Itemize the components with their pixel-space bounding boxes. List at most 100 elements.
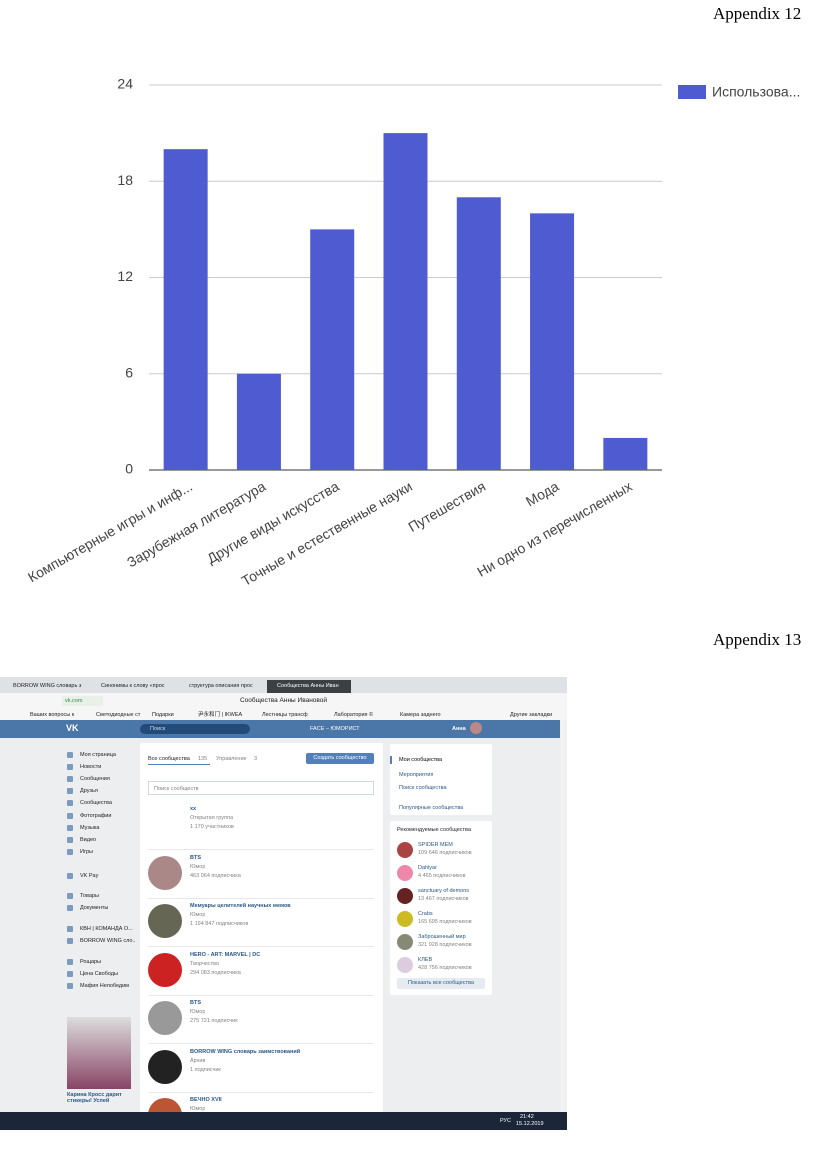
tab: Синонимы к слову «прос: [101, 683, 165, 689]
user-name: Анна: [452, 726, 466, 732]
community-members: 1 подписчик: [190, 1066, 221, 1073]
menu-item: VK Pay: [80, 873, 99, 879]
community-divider: [148, 1043, 374, 1044]
bar: [163, 149, 208, 470]
community-avatar: [148, 807, 182, 841]
search-input: Поиск сообществ: [148, 781, 374, 795]
recommended-name: Заброшенный мир: [418, 934, 466, 940]
community-divider: [148, 897, 374, 899]
tab: BORROW WING словарь з: [13, 683, 82, 689]
community-avatar: [148, 952, 182, 987]
recommended-avatar: [397, 888, 413, 904]
vk-search: Поиск: [140, 724, 250, 734]
recommended-name: Dahlyar: [418, 865, 437, 871]
ad-image: [67, 1017, 131, 1089]
x-tick-label: Другие виды искусства: [204, 478, 342, 567]
y-tick-label: 18: [117, 172, 133, 188]
y-tick-label: 6: [125, 364, 133, 380]
recommended-members: 165 695 подписчиков: [418, 919, 472, 925]
community-name: ВЕЧНО XVII: [190, 1097, 222, 1103]
right-menu-item: Поиск сообщества: [399, 785, 447, 791]
recommended-name: Crabs: [418, 911, 433, 917]
community-type: Архив: [190, 1057, 206, 1064]
taskbar-time: 21:42: [520, 1114, 534, 1120]
tab: Сообщества Анны Иван: [267, 680, 351, 693]
right-menu-item: Мероприятия: [399, 772, 434, 778]
recommended-members: 4 465 подписчиков: [418, 873, 466, 879]
bookmark: Лаборатория ©: [334, 712, 374, 718]
community-divider: [148, 1091, 374, 1093]
tab-all: Все сообщества: [148, 756, 190, 762]
tab-manage: Управление: [216, 756, 247, 762]
community-name: BTS: [190, 854, 201, 861]
menu-icon: [67, 849, 73, 855]
bar: [603, 437, 648, 470]
menu-icon: [67, 752, 73, 758]
community-avatar: [148, 1049, 182, 1084]
right-menu: [390, 744, 492, 815]
bar: [310, 229, 355, 470]
community-divider: [148, 994, 374, 996]
tab: структура описания прос: [189, 683, 253, 689]
legend-swatch: [678, 85, 706, 99]
appendix-label: Appendix 13: [713, 630, 802, 649]
y-tick-label: 24: [117, 76, 133, 92]
community-members: 463 064 подписчика: [190, 872, 241, 879]
menu-item: Сообщения: [80, 776, 110, 782]
right-menu-item: Популярные сообщества: [399, 805, 464, 811]
menu-item: Документы: [80, 905, 109, 911]
community-type: Юмор: [190, 863, 206, 870]
community-avatar: [148, 855, 182, 890]
community-members: 1 170 участников: [190, 824, 234, 830]
bar: [530, 213, 575, 471]
menu-item: BORROW WING сло...: [80, 938, 136, 944]
community-name: BORROW WING словарь заимствований: [190, 1048, 301, 1055]
bar: [383, 133, 428, 470]
recommended-avatar: [397, 842, 413, 858]
bar: [456, 197, 501, 470]
recommended-title: Рекомендуемые сообщества: [397, 827, 471, 833]
menu-item: Новости: [80, 764, 102, 770]
recommended-avatar: [397, 865, 413, 881]
tab-all-count: 135: [198, 756, 208, 762]
community-type: Творчество: [190, 960, 220, 967]
address-bar: [0, 693, 567, 709]
menu-item: Игры: [80, 849, 93, 855]
menu-item: Товары: [80, 893, 99, 899]
tab-underline: [148, 764, 210, 765]
recommended-name: SPIDER MEM: [418, 842, 453, 848]
bookmark: Камера заднего: [400, 712, 441, 718]
x-tick-label: Путешествия: [405, 478, 488, 535]
menu-item: Музыка: [80, 825, 100, 831]
y-tick-label: 0: [125, 461, 133, 477]
menu-item: КВН | КОМАНДА О...: [80, 926, 133, 932]
menu-item: Сообщества: [80, 800, 112, 806]
bar: [236, 373, 281, 470]
x-tick-label: Мода: [523, 478, 562, 510]
ad-caption: Карина Кросс дарит стикеры! Успей: [67, 1092, 122, 1104]
url: vk.com: [62, 696, 103, 706]
community-members: 1 194 847 подписчиков: [190, 921, 249, 927]
menu-icon: [67, 983, 73, 989]
y-tick-label: 12: [117, 268, 133, 284]
show-all-button: Показать все сообщества: [397, 978, 485, 989]
right-menu-item: Мои сообщества: [390, 756, 442, 764]
community-members: 275 721 подписчик: [190, 1018, 238, 1024]
community-type: Юмор: [190, 912, 206, 918]
taskbar: [0, 1112, 567, 1130]
taskbar-date: 15.12.2019: [516, 1121, 544, 1127]
menu-icon: [67, 788, 73, 794]
menu-item: Фотографии: [80, 813, 112, 819]
legend-label: Использова...: [712, 84, 800, 100]
menu-item: Рощары: [80, 959, 102, 965]
community-avatar: [148, 1001, 182, 1035]
menu-icon: [67, 825, 73, 831]
menu-icon: [67, 837, 73, 843]
menu-icon: [67, 813, 73, 819]
menu-icon: [67, 926, 73, 932]
bookmark: Подарки: [152, 712, 174, 718]
page-title: Сообщества Анны Ивановой: [239, 697, 328, 704]
bookmark: Ваших вопросы к: [30, 712, 75, 718]
